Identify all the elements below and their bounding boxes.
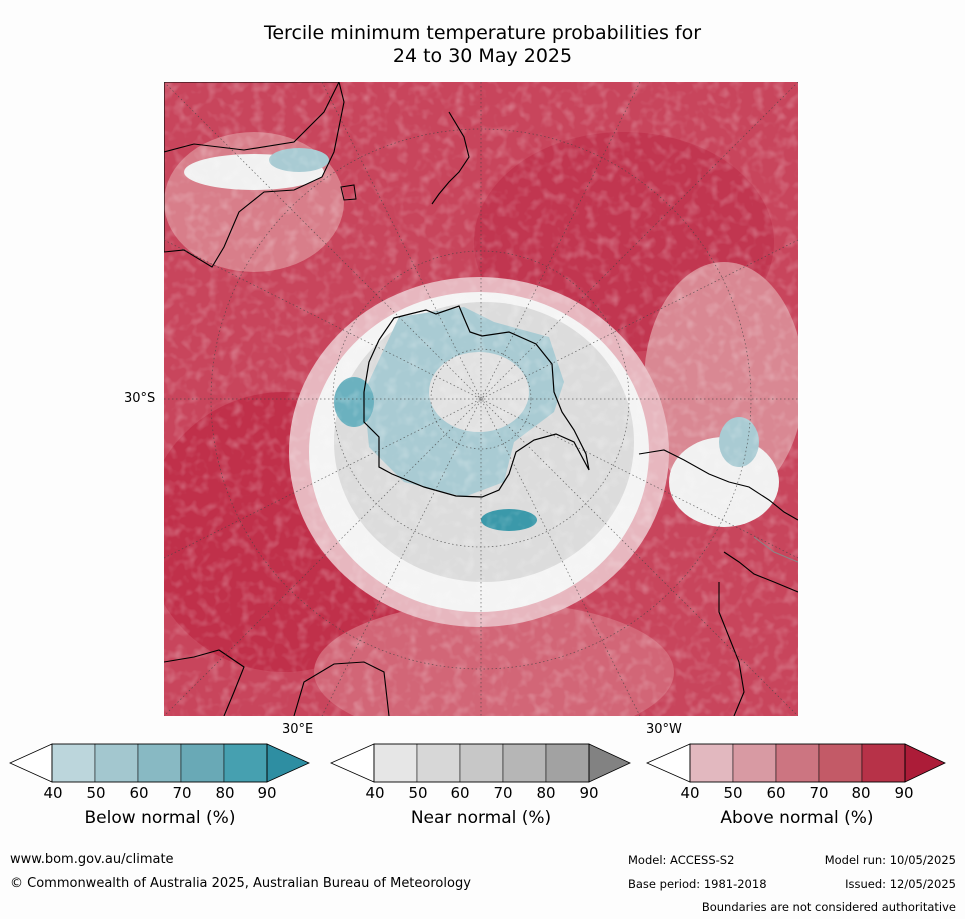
colorbar-below-normal-graphic [9,743,310,783]
above-tick-50: 50 [723,784,743,802]
africa-coastline-west [164,649,245,716]
colorbar-near-normal-graphic [330,743,631,783]
australia-coastline [164,82,340,252]
australia-south-coast [164,82,345,268]
colorbar-above-normal [646,743,947,783]
near-tick-80: 80 [536,784,556,802]
title-line-1: Tercile minimum temperature probabilitie… [263,22,702,44]
south-america-coastline [638,449,798,521]
longitude-label-30w: 30°W [646,722,682,737]
copyright-text: © Commonwealth of Australia 2025, Austra… [10,876,471,891]
website-link[interactable]: www.bom.gov.au/climate [10,852,174,867]
near-tick-40: 40 [365,784,385,802]
model-run-date: Model run: 10/05/2025 [824,853,956,867]
below-tick-60: 60 [129,784,149,802]
latitude-label-30s: 30°S [124,391,156,406]
issued-date: Issued: 12/05/2025 [845,877,956,891]
below-tick-50: 50 [86,784,106,802]
above-tick-90: 90 [894,784,914,802]
near-tick-70: 70 [493,784,513,802]
below-normal-title: Below normal (%) [84,808,236,828]
base-period: Base period: 1981-2018 [628,877,767,891]
above-tick-70: 70 [809,784,829,802]
south-america-east-coast [718,551,798,716]
colorbar-near-normal [330,743,631,783]
near-tick-50: 50 [408,784,428,802]
below-tick-40: 40 [43,784,63,802]
antarctica-coastline [363,305,590,498]
above-normal-title: Above normal (%) [720,808,874,828]
boundary-disclaimer: Boundaries are not considered authoritat… [701,900,956,914]
map-canvas [164,82,798,716]
new-zealand-coastline [431,111,470,205]
near-tick-90: 90 [579,784,599,802]
africa-coastline-south [293,661,390,716]
longitude-label-30e: 30°E [282,722,314,737]
below-tick-80: 80 [215,784,235,802]
above-tick-60: 60 [766,784,786,802]
map-title: Tercile minimum temperature probabilitie… [0,22,965,68]
below-tick-90: 90 [257,784,277,802]
colorbar-above-normal-graphic [646,743,946,783]
tasmania-coastline [340,184,357,201]
above-tick-80: 80 [851,784,871,802]
graticule [164,82,798,716]
model-name: Model: ACCESS-S2 [628,853,735,867]
probability-map [164,82,798,716]
near-tick-60: 60 [450,784,470,802]
title-line-2: 24 to 30 May 2025 [392,45,573,67]
colorbar-below-normal [9,743,310,783]
country-boundary [753,536,798,563]
above-tick-40: 40 [680,784,700,802]
below-tick-70: 70 [172,784,192,802]
near-normal-title: Near normal (%) [410,808,552,828]
